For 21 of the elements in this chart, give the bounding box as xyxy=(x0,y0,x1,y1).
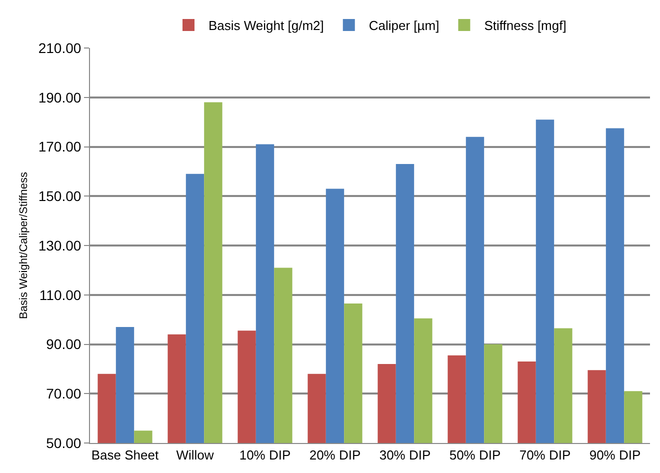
y-tick-label: 210.00 xyxy=(38,40,82,56)
x-tick-label: 50% DIP xyxy=(449,448,501,463)
x-tick-label: Willow xyxy=(176,448,214,463)
y-tick-label: 70.00 xyxy=(46,386,82,402)
x-tick-label: 30% DIP xyxy=(379,448,431,463)
legend-label: Caliper [µm] xyxy=(368,18,440,34)
y-tick-label: 130.00 xyxy=(38,237,82,254)
y-tick-label: 170.00 xyxy=(38,138,82,155)
y-tick-label: 90.00 xyxy=(46,336,82,352)
y-tick-label: 150.00 xyxy=(38,188,82,204)
y-axis-title: Basis Weight/Caliper/Stiffness xyxy=(18,172,30,319)
x-tick-label: 20% DIP xyxy=(309,448,361,463)
x-tick-label: 10% DIP xyxy=(239,448,291,463)
legend-label: Stiffness [mgf] xyxy=(484,18,566,34)
y-tick-label: 50.00 xyxy=(46,434,82,451)
x-tick-label: 90% DIP xyxy=(589,448,641,463)
x-tick-label: Base Sheet xyxy=(91,448,159,463)
x-tick-label: 70% DIP xyxy=(519,448,571,463)
y-tick-label: 190.00 xyxy=(38,89,82,106)
legend-label: Basis Weight [g/m2] xyxy=(208,18,324,34)
y-tick-label: 110.00 xyxy=(39,286,82,303)
